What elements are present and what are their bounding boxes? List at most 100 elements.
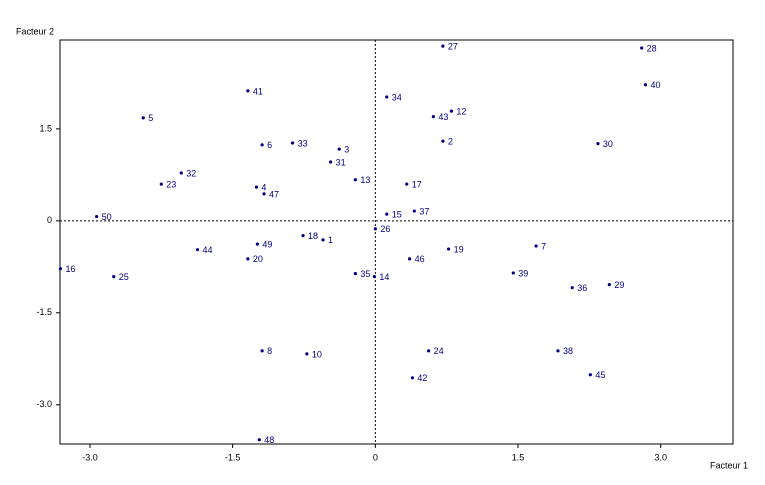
- y-tick-label: -1.5: [36, 307, 52, 317]
- point: [446, 247, 451, 251]
- point-label: 26: [380, 224, 390, 234]
- point-label: 42: [417, 373, 427, 383]
- point: [441, 44, 445, 48]
- point-label: 33: [298, 138, 308, 148]
- point-label: 15: [392, 209, 402, 219]
- x-tick-label: 3.0: [654, 452, 667, 462]
- point: [260, 143, 264, 147]
- point: [301, 233, 305, 238]
- point-label: 47: [269, 189, 279, 199]
- point: [441, 139, 445, 143]
- point: [410, 376, 415, 380]
- point: [246, 89, 250, 93]
- point-label: 44: [202, 245, 212, 255]
- point: [534, 244, 538, 248]
- point: [596, 142, 600, 146]
- point-label: 27: [448, 42, 458, 52]
- x-tick-label: 0: [373, 452, 378, 462]
- point: [321, 238, 325, 242]
- y-tick-label: 0: [47, 215, 52, 225]
- point-label: 28: [647, 43, 657, 53]
- point: [570, 286, 574, 290]
- point: [255, 242, 259, 246]
- point: [373, 227, 377, 231]
- point: [254, 185, 259, 189]
- point: [643, 83, 648, 87]
- point: [385, 212, 389, 216]
- point-label: 3: [344, 144, 349, 154]
- x-tick-label: 1.5: [512, 452, 525, 462]
- point: [449, 109, 454, 113]
- point-label: 43: [438, 112, 448, 122]
- point-label: 34: [392, 92, 402, 102]
- y-tick-label: -3.0: [36, 399, 52, 409]
- point: [407, 257, 412, 261]
- y-axis-label: Facteur 2: [16, 26, 54, 36]
- x-tick-label: -1.5: [225, 452, 241, 462]
- point-label: 40: [650, 80, 660, 90]
- point: [588, 373, 592, 377]
- point-label: 45: [595, 370, 605, 380]
- point: [329, 160, 333, 164]
- point-label: 37: [419, 206, 429, 216]
- point-label: 17: [412, 179, 422, 189]
- point: [412, 209, 416, 213]
- point-label: 7: [541, 241, 546, 251]
- point: [372, 275, 376, 279]
- x-tick-label: -3.0: [82, 452, 98, 462]
- point: [262, 192, 266, 196]
- point: [290, 141, 295, 145]
- plot-frame: [59, 39, 734, 445]
- point-label: 14: [379, 272, 389, 282]
- point-label: 23: [166, 179, 176, 189]
- point-label: 18: [308, 231, 318, 241]
- point: [353, 271, 357, 276]
- point-label: 30: [603, 139, 613, 149]
- point: [385, 95, 389, 99]
- point-label: 19: [454, 244, 464, 254]
- point-label: 4: [261, 183, 266, 193]
- point: [427, 349, 431, 353]
- point-label: 32: [186, 168, 196, 178]
- point-label: 50: [102, 212, 112, 222]
- point-label: 20: [253, 254, 263, 264]
- point-label: 16: [65, 264, 75, 274]
- point: [95, 214, 99, 219]
- point-label: 6: [267, 140, 272, 150]
- point-label: 41: [253, 86, 263, 96]
- point: [179, 171, 183, 175]
- point-label: 36: [577, 283, 587, 293]
- point-label: 46: [415, 254, 425, 264]
- point-label: 13: [360, 175, 370, 185]
- point-label: 25: [119, 272, 129, 282]
- point-label: 49: [262, 240, 272, 250]
- point-label: 5: [148, 113, 153, 123]
- point-label: 8: [267, 346, 272, 356]
- point-label: 29: [614, 280, 624, 290]
- point-label: 24: [434, 346, 444, 356]
- point: [141, 116, 145, 120]
- point: [195, 248, 200, 252]
- point: [511, 271, 515, 275]
- y-tick-label: 1.5: [39, 123, 52, 133]
- point: [556, 349, 560, 353]
- point-label: 48: [264, 435, 274, 445]
- point-label: 12: [456, 106, 466, 116]
- point-label: 35: [360, 269, 370, 279]
- point: [607, 283, 611, 287]
- point-label: 39: [518, 268, 528, 278]
- point-label: 38: [563, 346, 573, 356]
- point-label: 31: [336, 157, 346, 167]
- point: [305, 352, 309, 356]
- point-label: 10: [312, 349, 322, 359]
- point: [353, 178, 357, 182]
- point: [337, 147, 341, 151]
- point: [246, 257, 250, 261]
- point: [260, 349, 264, 353]
- point: [431, 115, 435, 119]
- point-label: 1: [328, 235, 333, 245]
- point-label: 2: [448, 137, 453, 147]
- point: [257, 438, 261, 442]
- x-axis-label: Facteur 1: [710, 460, 748, 470]
